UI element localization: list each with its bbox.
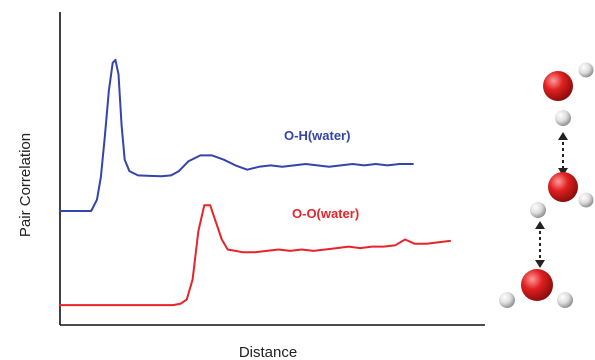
x-axis-label: Distance [239,344,297,360]
hydrogen-atom [578,192,594,208]
hydrogen-atom [555,110,571,126]
series-line-oh [59,58,414,212]
oxygen-atom [543,71,573,101]
series-group [59,58,451,307]
water-molecules-illustration [499,62,594,308]
hydrogen-atom [578,62,594,78]
y-axis-label: Pair Correlation [17,133,34,237]
hydrogen-atom [557,292,573,308]
hydrogen-atom [530,202,546,218]
hydrogen-bond-arrowhead-bottom-down [535,260,545,268]
hydrogen-atom [499,292,515,308]
oxygen-atom [521,269,553,301]
hydrogen-bond-arrowhead-top-up [558,132,568,140]
series-line-oo [59,204,451,307]
hydrogen-bond-arrowhead-bottom-up [535,221,545,229]
series-label-oh: O-H(water) [284,128,350,143]
oxygen-atom [548,172,578,202]
series-label-oo: O-O(water) [292,206,359,221]
